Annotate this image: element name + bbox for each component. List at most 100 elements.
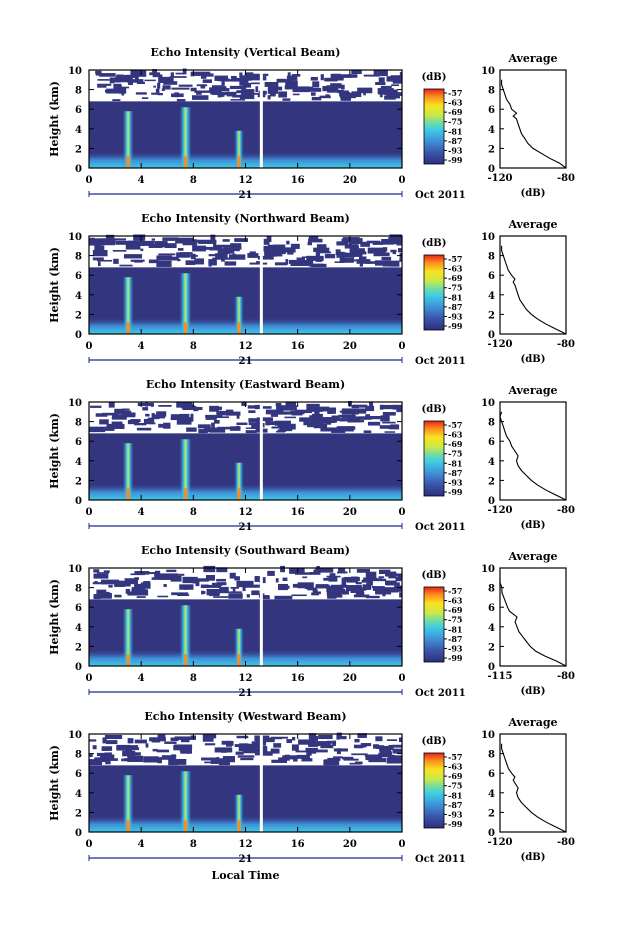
heatmap-cell bbox=[130, 419, 140, 422]
avg-y-tick-label: 8 bbox=[488, 750, 495, 761]
avg-y-tick-label: 6 bbox=[488, 603, 495, 614]
heatmap-cell bbox=[215, 245, 233, 248]
heatmap-cell bbox=[144, 428, 151, 430]
heatmap-cell bbox=[360, 261, 363, 267]
y-tick-label: 10 bbox=[68, 232, 82, 243]
heatmap-cell bbox=[108, 585, 112, 588]
heatmap-cell bbox=[119, 265, 132, 267]
heatmap-cell bbox=[254, 93, 259, 95]
heatmap-cell bbox=[216, 411, 233, 414]
y-tick-label: 8 bbox=[75, 86, 82, 97]
x-tick-label: 8 bbox=[190, 839, 197, 850]
colorbar-tick-label: -69 bbox=[448, 771, 463, 781]
avg-x-tick-label: -80 bbox=[557, 671, 575, 682]
heatmap-cell bbox=[186, 427, 196, 431]
colorbar-tick-label: -87 bbox=[448, 302, 462, 312]
average-profile-line bbox=[500, 578, 566, 666]
colorbar-tick-label: -57 bbox=[448, 586, 462, 596]
heatmap-cell bbox=[302, 576, 307, 578]
heatmap-cell bbox=[146, 757, 162, 760]
heatmap-cell bbox=[152, 577, 161, 580]
y-tick-label: 4 bbox=[75, 291, 82, 302]
heatmap-cell bbox=[385, 431, 396, 433]
heatmap-data-gap bbox=[260, 402, 263, 500]
heatmap-cell bbox=[114, 595, 121, 598]
heatmap-cell bbox=[173, 745, 180, 750]
x-tick-label: 20 bbox=[343, 175, 357, 186]
avg-x-tick-label: -80 bbox=[557, 173, 575, 184]
heatmap-cell bbox=[379, 570, 390, 574]
heatmap-cell bbox=[271, 426, 284, 428]
x-tick-label: 20 bbox=[343, 673, 357, 684]
heatmap-cell bbox=[204, 762, 211, 764]
heatmap-cell bbox=[236, 426, 240, 430]
x-tick-label: 4 bbox=[138, 507, 145, 518]
avg-x-tick-label: -80 bbox=[557, 505, 575, 516]
heatmap-cell bbox=[349, 244, 352, 247]
heatmap-cell bbox=[366, 581, 373, 586]
heatmap-cell bbox=[97, 84, 111, 86]
heatmap-cell bbox=[334, 76, 352, 78]
avg-y-tick-label: 2 bbox=[488, 310, 495, 321]
x-tick-label: 0 bbox=[86, 507, 93, 518]
heatmap-cell bbox=[306, 750, 311, 756]
heatmap-cell bbox=[93, 582, 108, 584]
day-label: 21 bbox=[239, 356, 253, 367]
day-label: 21 bbox=[239, 688, 253, 699]
heatmap-cell bbox=[116, 87, 129, 89]
average-frame bbox=[500, 734, 566, 832]
heatmap-cell bbox=[245, 72, 254, 76]
heatmap-cell bbox=[390, 234, 402, 240]
heatmap-cell bbox=[291, 594, 306, 596]
heatmap-cell bbox=[176, 73, 185, 75]
avg-x-axis-title: (dB) bbox=[521, 852, 546, 863]
heatmap-cell bbox=[255, 86, 258, 92]
heatmap-cell bbox=[317, 750, 328, 753]
heatmap-cell bbox=[136, 92, 147, 94]
avg-x-tick-label: -115 bbox=[487, 671, 512, 682]
heatmap-cell bbox=[102, 413, 118, 416]
heatmap-cell bbox=[380, 415, 389, 421]
y-tick-label: 6 bbox=[75, 271, 82, 282]
heatmap-cell bbox=[90, 406, 101, 408]
colorbar-tick-label: -93 bbox=[448, 477, 463, 487]
heatmap-cell bbox=[134, 584, 143, 587]
colorbar-tick-label: -99 bbox=[448, 155, 463, 165]
heatmap-cell bbox=[365, 261, 380, 264]
avg-x-axis-title: (dB) bbox=[521, 354, 546, 365]
heatmap-cell bbox=[276, 431, 285, 432]
heatmap-cell bbox=[232, 95, 243, 98]
heatmap-plume-core bbox=[127, 322, 130, 334]
heatmap-cell bbox=[368, 422, 380, 426]
colorbar-tick-label: -93 bbox=[448, 643, 463, 653]
y-tick-label: 8 bbox=[75, 418, 82, 429]
heatmap-cell bbox=[372, 586, 375, 588]
heatmap-cell bbox=[339, 419, 346, 421]
y-tick-label: 2 bbox=[75, 144, 82, 155]
heatmap-cell bbox=[247, 594, 250, 597]
heatmap-cell bbox=[192, 95, 208, 100]
heatmap-cell bbox=[177, 594, 189, 596]
colorbar-tick-label: -69 bbox=[448, 107, 463, 117]
colorbar-tick-label: -69 bbox=[448, 605, 463, 615]
y-tick-label: 10 bbox=[68, 730, 82, 741]
heatmap-cell bbox=[292, 737, 295, 740]
heatmap-cell bbox=[312, 81, 319, 87]
date-label: Oct 2011 bbox=[415, 688, 466, 699]
heatmap-plume-core bbox=[184, 820, 187, 832]
heatmap-cell bbox=[311, 77, 318, 81]
heatmap-cell bbox=[102, 746, 112, 751]
colorbar-tick-label: -87 bbox=[448, 468, 462, 478]
heatmap-cell bbox=[386, 582, 400, 585]
heatmap-cell bbox=[268, 738, 283, 740]
heatmap-cell bbox=[387, 739, 397, 741]
heatmap-cell bbox=[152, 238, 155, 240]
x-tick-label: 0 bbox=[86, 341, 93, 352]
heatmap-cell bbox=[97, 252, 100, 255]
heatmap-cell bbox=[114, 85, 122, 87]
y-tick-label: 2 bbox=[75, 808, 82, 819]
heatmap-cell bbox=[342, 757, 353, 760]
colorbar-tick-label: -57 bbox=[448, 88, 462, 98]
